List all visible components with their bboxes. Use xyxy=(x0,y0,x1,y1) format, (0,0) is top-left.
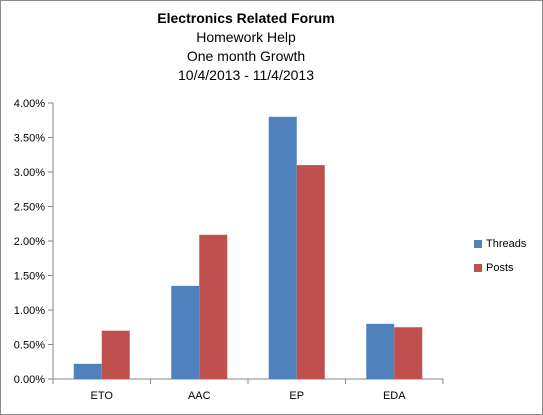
bar-posts-eda xyxy=(394,327,423,379)
bar-posts-eto xyxy=(101,330,130,379)
legend-label-threads: Threads xyxy=(486,238,527,250)
bar-posts-aac xyxy=(199,234,228,379)
legend-swatch-threads xyxy=(474,240,482,248)
chart-title: Electronics Related Forum xyxy=(157,10,335,26)
x-tick-label: ETO xyxy=(91,390,114,402)
x-tick-label: AAC xyxy=(188,390,211,402)
bar-threads-eda xyxy=(366,323,395,379)
legend-item-threads: Threads xyxy=(474,232,526,256)
y-tick-label: 1.50% xyxy=(14,271,45,283)
y-tick-label: 0.00% xyxy=(14,374,45,386)
x-tick-label: EP xyxy=(289,390,304,402)
x-tick-label: EDA xyxy=(383,390,406,402)
chart-subtitle-line-3: 10/4/2013 - 11/4/2013 xyxy=(178,67,314,83)
legend: Threads Posts xyxy=(474,232,526,280)
bar-threads-eto xyxy=(73,363,102,379)
chart-subtitle-line-2: One month Growth xyxy=(186,48,306,64)
bar-threads-aac xyxy=(171,285,200,379)
legend-swatch-posts xyxy=(474,264,482,272)
bar-threads-ep xyxy=(268,116,297,380)
legend-item-posts: Posts xyxy=(474,256,526,280)
y-tick-label: 2.00% xyxy=(14,236,45,248)
y-tick-label: 3.00% xyxy=(14,167,45,179)
y-tick-label: 1.00% xyxy=(14,305,45,317)
y-tick-label: 4.00% xyxy=(14,98,45,110)
y-tick-label: 3.50% xyxy=(14,133,45,145)
chart-title-block: Electronics Related Forum Homework Help … xyxy=(1,9,491,85)
y-tick-label: 0.50% xyxy=(14,340,45,352)
bar-posts-ep xyxy=(296,165,325,379)
y-tick-label: 2.50% xyxy=(14,202,45,214)
legend-label-posts: Posts xyxy=(486,262,514,274)
chart-subtitle-line-1: Homework Help xyxy=(196,29,296,45)
